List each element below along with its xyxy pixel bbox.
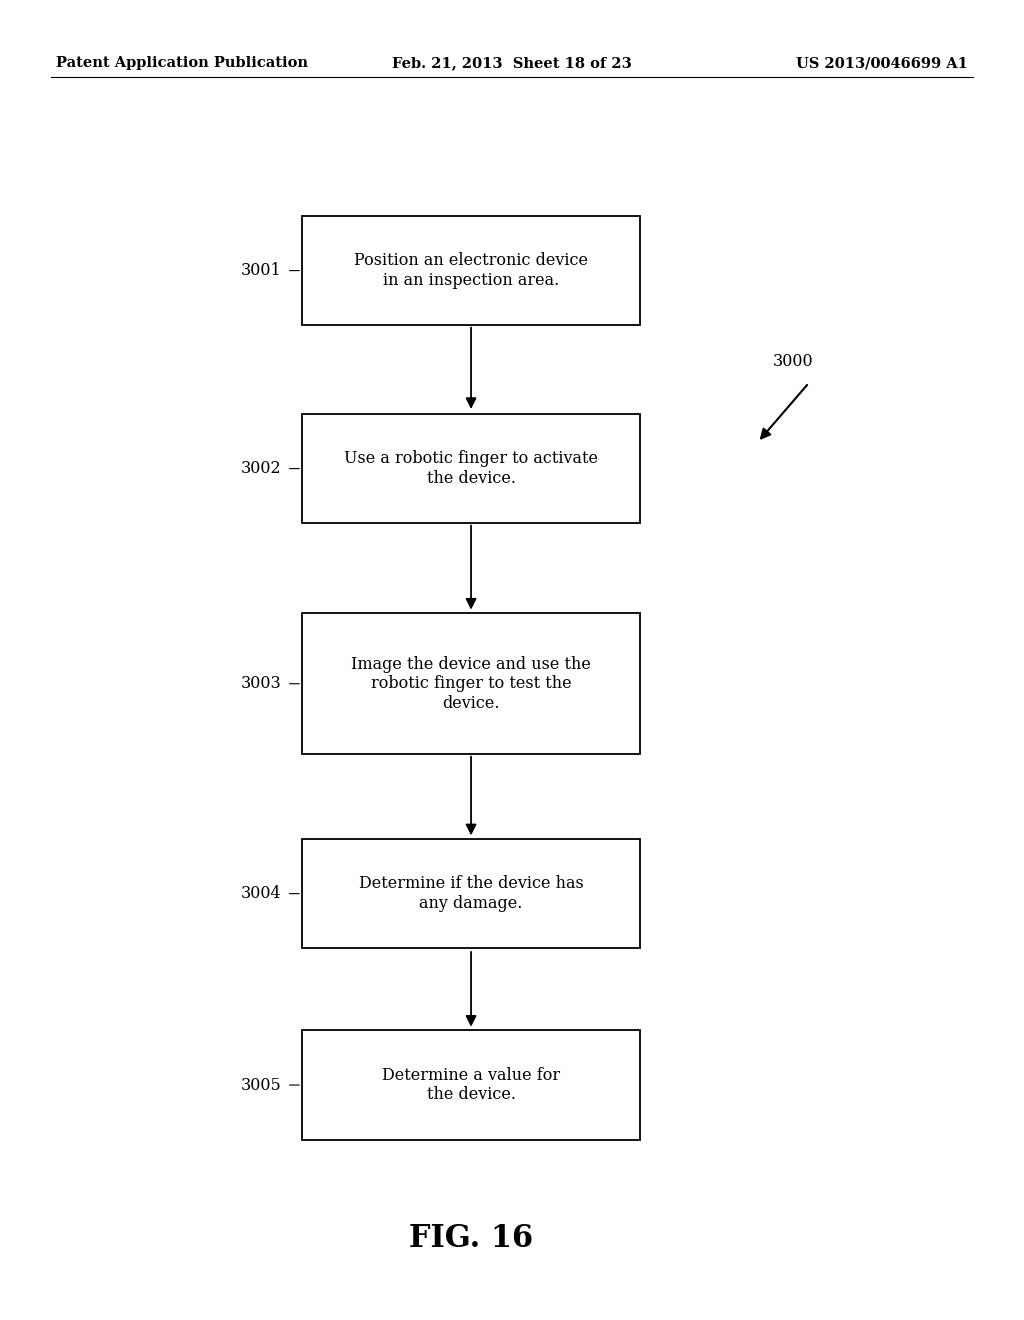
FancyBboxPatch shape: [302, 215, 640, 325]
FancyBboxPatch shape: [302, 840, 640, 948]
Text: Image the device and use the
robotic finger to test the
device.: Image the device and use the robotic fin…: [351, 656, 591, 711]
Text: 3000: 3000: [773, 354, 814, 370]
Text: 3005: 3005: [241, 1077, 282, 1093]
FancyBboxPatch shape: [302, 612, 640, 755]
Text: Feb. 21, 2013  Sheet 18 of 23: Feb. 21, 2013 Sheet 18 of 23: [392, 57, 632, 70]
Text: 3001: 3001: [241, 263, 282, 279]
Text: Position an electronic device
in an inspection area.: Position an electronic device in an insp…: [354, 252, 588, 289]
Text: Patent Application Publication: Patent Application Publication: [56, 57, 308, 70]
Text: Determine a value for
the device.: Determine a value for the device.: [382, 1067, 560, 1104]
Text: Determine if the device has
any damage.: Determine if the device has any damage.: [358, 875, 584, 912]
Text: 3003: 3003: [241, 676, 282, 692]
Text: 3002: 3002: [241, 461, 282, 477]
Text: FIG. 16: FIG. 16: [409, 1222, 534, 1254]
Text: Use a robotic finger to activate
the device.: Use a robotic finger to activate the dev…: [344, 450, 598, 487]
FancyBboxPatch shape: [302, 1030, 640, 1140]
Text: US 2013/0046699 A1: US 2013/0046699 A1: [796, 57, 968, 70]
FancyBboxPatch shape: [302, 414, 640, 523]
Text: 3004: 3004: [241, 886, 282, 902]
